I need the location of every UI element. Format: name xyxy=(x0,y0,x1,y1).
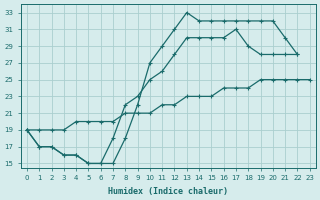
X-axis label: Humidex (Indice chaleur): Humidex (Indice chaleur) xyxy=(108,187,228,196)
